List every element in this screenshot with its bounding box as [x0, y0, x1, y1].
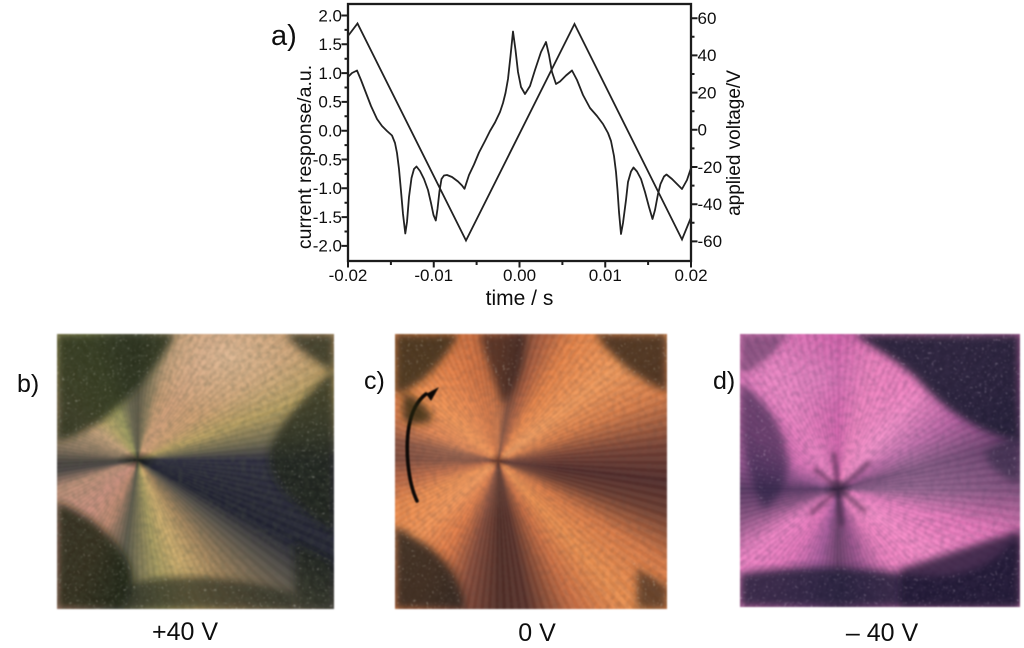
svg-text:time / s: time / s	[486, 287, 554, 310]
svg-text:-2.0: -2.0	[313, 237, 342, 256]
svg-text:0.02: 0.02	[674, 266, 707, 285]
svg-text:applied voltage/V: applied voltage/V	[724, 70, 745, 216]
svg-text:0: 0	[698, 121, 707, 140]
svg-text:0.01: 0.01	[589, 266, 622, 285]
svg-text:-0.01: -0.01	[414, 266, 453, 285]
svg-text:0.00: 0.00	[503, 266, 536, 285]
svg-text:-0.5: -0.5	[313, 150, 342, 169]
svg-text:0.5: 0.5	[318, 93, 342, 112]
svg-text:current response/a.u.: current response/a.u.	[294, 65, 316, 249]
svg-text:1.5: 1.5	[318, 35, 342, 54]
svg-text:-0.02: -0.02	[329, 266, 368, 285]
svg-text:20: 20	[698, 83, 717, 102]
svg-text:-20: -20	[698, 158, 723, 177]
svg-text:1.0: 1.0	[318, 64, 342, 83]
svg-text:2.0: 2.0	[318, 6, 342, 25]
svg-text:-60: -60	[698, 232, 723, 251]
svg-text:60: 60	[698, 9, 717, 28]
svg-text:-1.0: -1.0	[313, 179, 342, 198]
svg-text:0.0: 0.0	[318, 122, 342, 141]
svg-text:40: 40	[698, 46, 717, 65]
svg-text:-40: -40	[698, 195, 723, 214]
svg-text:-1.5: -1.5	[313, 208, 342, 227]
